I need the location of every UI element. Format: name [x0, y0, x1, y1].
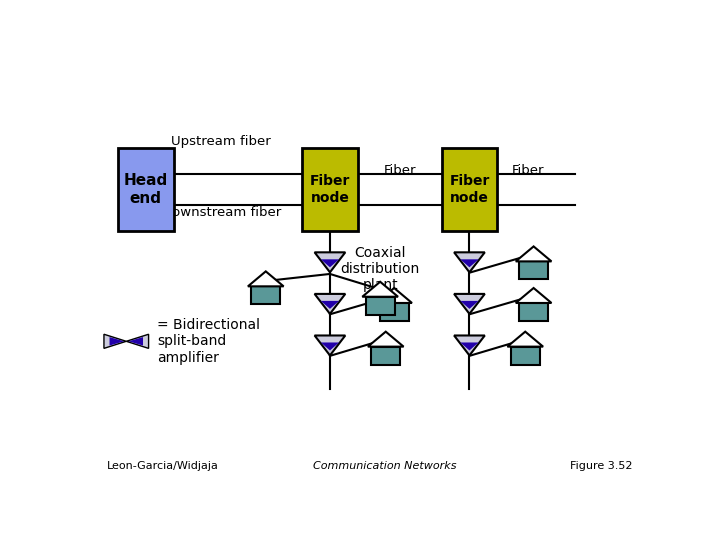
Text: Leon-Garcia/Widjaja: Leon-Garcia/Widjaja	[107, 462, 219, 471]
Polygon shape	[315, 252, 346, 272]
Text: Coaxial
distribution
plant: Coaxial distribution plant	[341, 246, 420, 292]
Bar	[519, 261, 548, 279]
Text: = Bidirectional
split-band
amplifier: = Bidirectional split-band amplifier	[157, 318, 260, 365]
Polygon shape	[104, 334, 126, 348]
Polygon shape	[377, 288, 412, 303]
Bar	[302, 148, 358, 231]
Text: Upstream fiber: Upstream fiber	[171, 135, 271, 148]
Polygon shape	[128, 337, 143, 346]
Text: Fiber
node: Fiber node	[310, 174, 350, 205]
Polygon shape	[248, 272, 284, 286]
Polygon shape	[516, 288, 552, 303]
Bar	[441, 148, 498, 231]
Polygon shape	[320, 342, 339, 350]
Text: Fiber: Fiber	[512, 164, 544, 177]
Bar	[372, 347, 400, 364]
Polygon shape	[516, 246, 552, 261]
Polygon shape	[315, 294, 346, 314]
Polygon shape	[454, 294, 485, 314]
Polygon shape	[460, 259, 479, 267]
Bar	[251, 286, 280, 305]
Polygon shape	[460, 301, 479, 309]
Text: Head
end: Head end	[124, 173, 168, 206]
Text: Downstream fiber: Downstream fiber	[161, 206, 281, 219]
Bar	[118, 148, 174, 231]
Text: Fiber: Fiber	[384, 164, 416, 177]
Text: Fiber
node: Fiber node	[449, 174, 490, 205]
Polygon shape	[320, 301, 339, 309]
Bar	[519, 303, 548, 321]
Polygon shape	[126, 334, 148, 348]
Bar	[510, 347, 540, 364]
Polygon shape	[315, 335, 346, 355]
Polygon shape	[320, 259, 339, 267]
Polygon shape	[368, 332, 404, 347]
Text: Communication Networks: Communication Networks	[313, 462, 456, 471]
Polygon shape	[454, 335, 485, 355]
Polygon shape	[109, 337, 124, 346]
Polygon shape	[362, 282, 398, 297]
Bar	[366, 297, 395, 315]
Polygon shape	[460, 342, 479, 350]
Polygon shape	[508, 332, 543, 347]
Polygon shape	[454, 252, 485, 272]
Bar	[379, 303, 409, 321]
Text: Figure 3.52: Figure 3.52	[570, 462, 632, 471]
